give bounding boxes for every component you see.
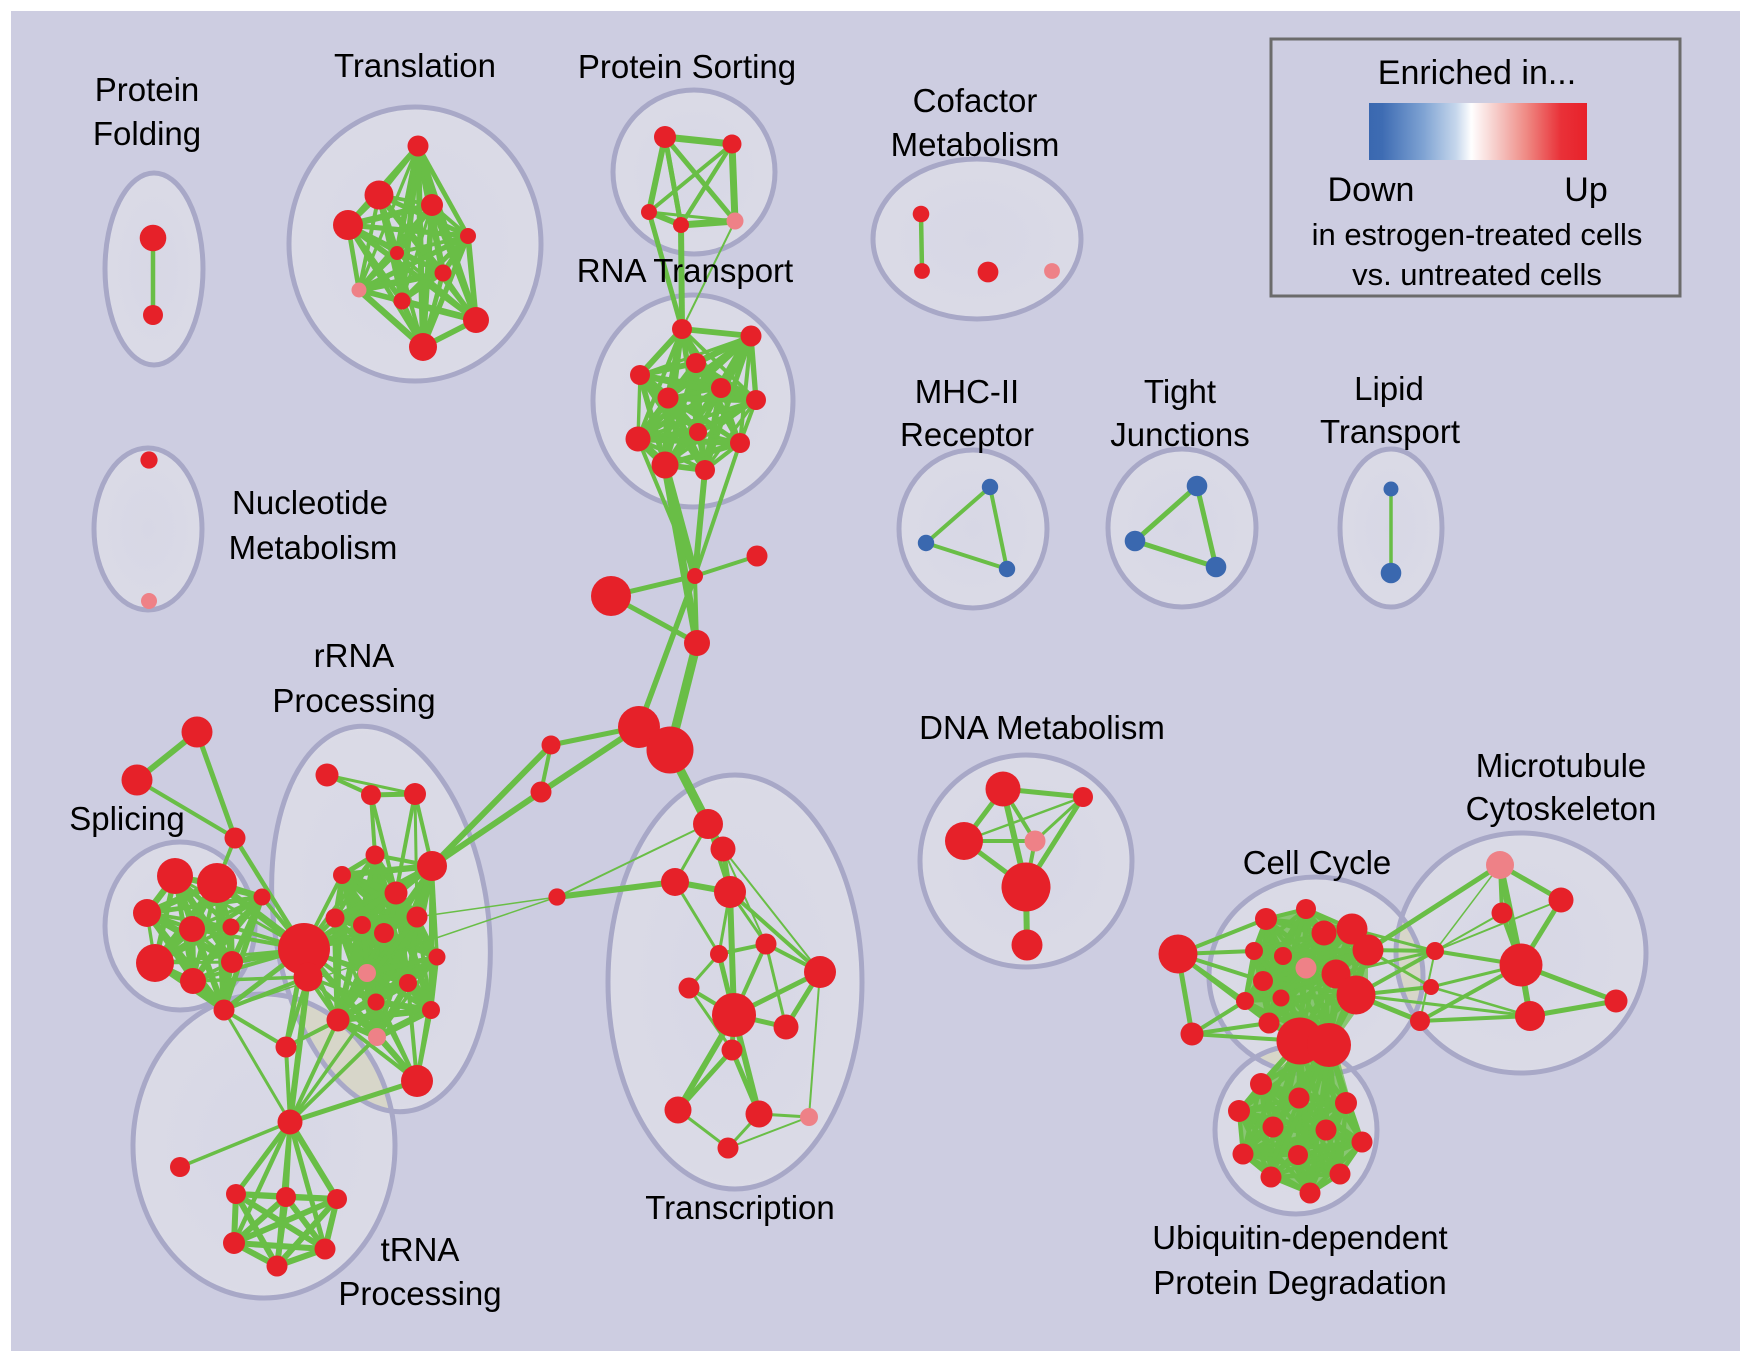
svg-text:Microtubule: Microtubule [1476, 747, 1647, 784]
svg-text:Folding: Folding [93, 115, 201, 152]
svg-text:Protein Sorting: Protein Sorting [578, 48, 796, 85]
svg-text:Processing: Processing [272, 682, 435, 719]
svg-text:Processing: Processing [338, 1275, 501, 1312]
svg-text:Lipid: Lipid [1354, 370, 1424, 407]
svg-text:tRNA: tRNA [381, 1231, 460, 1268]
svg-text:Metabolism: Metabolism [891, 126, 1060, 163]
svg-text:Translation: Translation [334, 47, 496, 84]
svg-text:Up: Up [1564, 171, 1607, 209]
svg-text:Metabolism: Metabolism [229, 529, 398, 566]
svg-text:Splicing: Splicing [69, 800, 185, 837]
svg-text:DNA Metabolism: DNA Metabolism [919, 709, 1165, 746]
svg-text:Transcription: Transcription [645, 1189, 835, 1226]
svg-text:rRNA: rRNA [314, 637, 395, 674]
svg-text:Tight: Tight [1144, 373, 1216, 410]
svg-text:in estrogen-treated cells: in estrogen-treated cells [1312, 217, 1643, 252]
svg-text:Protein Degradation: Protein Degradation [1153, 1264, 1447, 1301]
svg-text:Protein: Protein [95, 71, 200, 108]
svg-text:Transport: Transport [1320, 413, 1460, 450]
svg-text:Receptor: Receptor [900, 416, 1034, 453]
svg-text:Junctions: Junctions [1110, 416, 1249, 453]
svg-text:Enriched in...: Enriched in... [1378, 54, 1576, 92]
svg-text:MHC-II: MHC-II [915, 373, 1019, 410]
svg-text:Cytoskeleton: Cytoskeleton [1466, 790, 1657, 827]
svg-text:vs. untreated cells: vs. untreated cells [1352, 257, 1602, 292]
svg-text:RNA Transport: RNA Transport [577, 252, 793, 289]
svg-text:Nucleotide: Nucleotide [232, 484, 388, 521]
svg-text:Ubiquitin-dependent: Ubiquitin-dependent [1152, 1219, 1447, 1256]
svg-text:Down: Down [1328, 171, 1415, 209]
svg-text:Cell Cycle: Cell Cycle [1243, 844, 1392, 881]
svg-text:Cofactor: Cofactor [913, 82, 1038, 119]
